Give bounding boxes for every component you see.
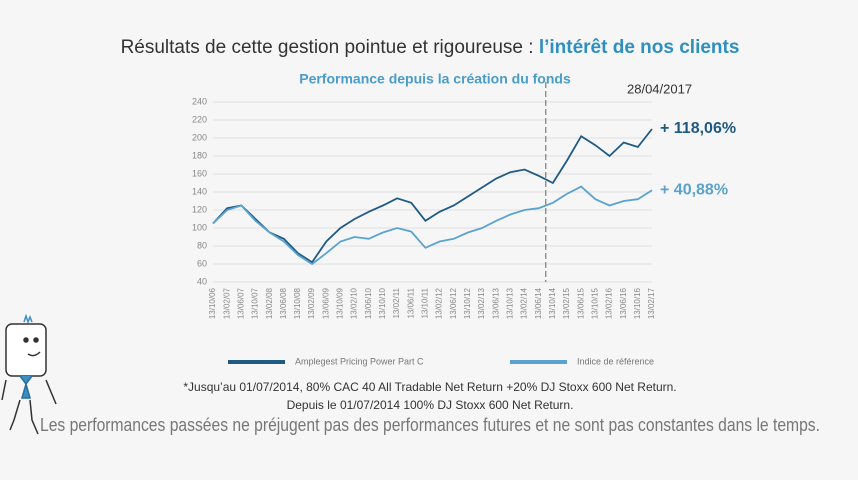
x-tick-label: 13/06/13 <box>491 287 500 319</box>
x-tick-label: 13/10/12 <box>463 287 472 319</box>
x-tick-label: 13/02/12 <box>435 287 444 319</box>
slide-title: Résultats de cette gestion pointue et ri… <box>121 37 740 58</box>
title-highlight: l’intérêt de nos clients <box>539 37 740 58</box>
x-tick-label: 13/06/16 <box>619 287 628 319</box>
x-tick-label: 13/02/13 <box>477 287 486 319</box>
x-tick-label: 13/02/07 <box>222 287 231 319</box>
x-tick-label: 13/10/08 <box>293 287 302 319</box>
y-tick-label: 100 <box>192 222 207 232</box>
x-tick-label: 13/06/11 <box>406 287 415 318</box>
mascot <box>1 313 57 435</box>
series-line <box>212 128 653 264</box>
x-tick-label: 13/06/07 <box>236 287 245 319</box>
y-tick-label: 120 <box>192 204 207 214</box>
title-text: Résultats de cette gestion pointue et ri… <box>121 37 539 58</box>
x-tick-label: 13/06/14 <box>534 287 543 319</box>
y-tick-label: 140 <box>192 186 207 196</box>
x-tick-label: 13/10/10 <box>378 287 387 319</box>
x-tick-label: 13/06/12 <box>449 287 458 319</box>
x-tick-label: 13/10/06 <box>208 287 217 319</box>
x-tick-label: 13/10/16 <box>633 287 642 319</box>
y-tick-label: 240 <box>192 96 207 106</box>
footnote: *Jusqu’au 01/07/2014, 80% CAC 40 All Tra… <box>183 380 676 394</box>
legend-label: Indice de référence <box>577 356 654 366</box>
y-tick-label: 40 <box>197 276 207 286</box>
x-tick-label: 13/02/11 <box>392 287 401 318</box>
x-tick-label: 13/02/10 <box>350 287 359 319</box>
footnote: Depuis le 01/07/2014 100% DJ Stoxx 600 N… <box>287 398 574 412</box>
x-tick-label: 13/06/08 <box>279 287 288 319</box>
x-tick-label: 13/02/14 <box>520 287 529 319</box>
y-tick-label: 160 <box>192 168 207 178</box>
chart-title: Performance depuis la création du fonds <box>299 71 571 87</box>
y-tick-label: 220 <box>192 114 207 124</box>
disclaimer: Les performances passées ne préjugent pa… <box>40 415 820 435</box>
x-tick-label: 13/06/15 <box>576 287 585 319</box>
x-tick-label: 13/10/09 <box>336 287 345 319</box>
x-tick-label: 13/10/13 <box>505 287 514 319</box>
y-tick-label: 60 <box>197 258 207 268</box>
legend-label: Amplegest Pricing Power Part C <box>295 356 424 366</box>
x-tick-label: 13/10/07 <box>251 287 260 319</box>
date-label: 28/04/2017 <box>627 81 692 96</box>
y-tick-label: 200 <box>192 132 207 142</box>
x-tick-label: 13/02/08 <box>265 287 274 319</box>
x-tick-label: 13/06/10 <box>364 287 373 319</box>
x-tick-label: 13/02/16 <box>605 287 614 319</box>
x-tick-label: 13/02/17 <box>647 287 656 319</box>
x-tick-label: 13/06/09 <box>321 287 330 319</box>
x-tick-label: 13/10/15 <box>590 287 599 319</box>
end-label: + 118,06% <box>660 120 736 137</box>
end-label: + 40,88% <box>660 181 728 198</box>
x-tick-label: 13/10/11 <box>421 287 430 318</box>
x-tick-label: 13/10/14 <box>548 287 557 319</box>
y-tick-label: 180 <box>192 150 207 160</box>
x-tick-label: 13/02/15 <box>562 287 571 319</box>
y-tick-label: 80 <box>197 240 207 250</box>
x-tick-label: 13/02/09 <box>307 287 316 319</box>
series-line <box>212 185 653 266</box>
